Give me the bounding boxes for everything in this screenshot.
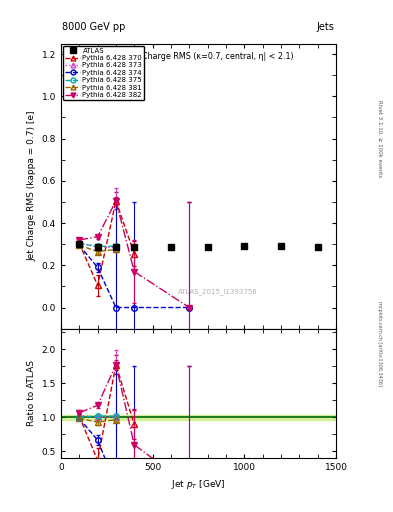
Text: Rivet 3.1.10, ≥ 100k events: Rivet 3.1.10, ≥ 100k events xyxy=(377,100,382,177)
Bar xyxy=(61,415,336,420)
X-axis label: Jet $p_T$ [GeV]: Jet $p_T$ [GeV] xyxy=(171,478,226,490)
Y-axis label: Jet Charge RMS (kappa = 0.7) [e]: Jet Charge RMS (kappa = 0.7) [e] xyxy=(27,111,36,261)
Text: Jets: Jets xyxy=(317,22,335,32)
Text: 8000 GeV pp: 8000 GeV pp xyxy=(62,22,125,32)
Y-axis label: Ratio to ATLAS: Ratio to ATLAS xyxy=(27,360,36,426)
Text: ATLAS_2015_I1393758: ATLAS_2015_I1393758 xyxy=(178,288,257,295)
Text: mcplots.cern.ch [arXiv:1306.3436]: mcplots.cern.ch [arXiv:1306.3436] xyxy=(377,301,382,386)
Legend: ATLAS, Pythia 6.428 370, Pythia 6.428 373, Pythia 6.428 374, Pythia 6.428 375, P: ATLAS, Pythia 6.428 370, Pythia 6.428 37… xyxy=(63,46,144,100)
Text: Jet Charge RMS (κ=0.7, central, η| < 2.1): Jet Charge RMS (κ=0.7, central, η| < 2.1… xyxy=(130,52,294,61)
